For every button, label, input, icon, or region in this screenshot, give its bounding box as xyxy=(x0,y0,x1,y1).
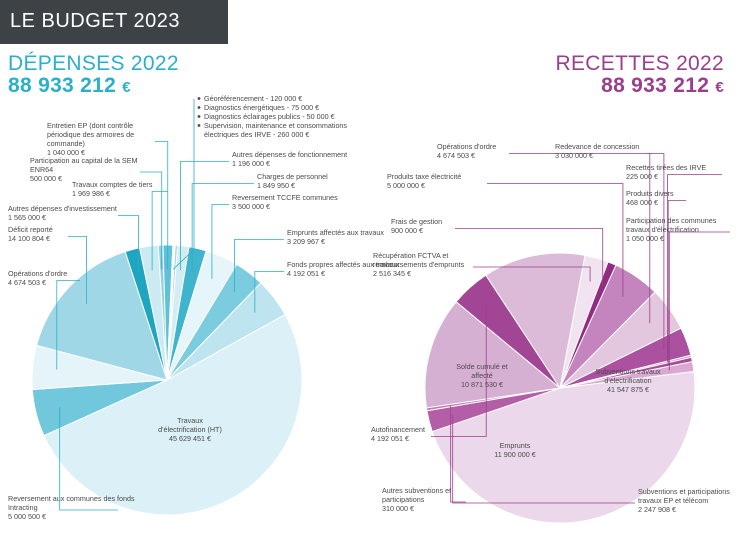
slice-label: Participation des communes travaux d'élec… xyxy=(626,216,717,243)
pie-slice xyxy=(485,252,586,390)
leader-line xyxy=(191,183,254,273)
recettes-total-value: 88 933 212 xyxy=(601,74,710,97)
leader-line xyxy=(473,266,591,282)
slice-label: Travaux d'électrification (HT) 45 629 451 … xyxy=(158,416,222,443)
leader-line xyxy=(56,280,80,370)
slice-label: Subventions travaux d'électrification 41 5… xyxy=(595,367,661,394)
leader-line xyxy=(455,228,604,286)
slice-label: Fonds propres affectés aux travaux 4 192 … xyxy=(287,260,400,278)
slice-label: Opérations d'ordre 4 674 503 € xyxy=(8,269,67,287)
slice-label: Entretien EP (dont contrôle périodique de… xyxy=(47,121,134,157)
leader-line xyxy=(431,305,487,437)
recettes-title: RECETTES 2022 xyxy=(555,52,724,75)
leader-line xyxy=(140,171,163,270)
leader-line xyxy=(151,191,168,271)
slice-label: Autres subventions et participations 310 0… xyxy=(382,486,451,513)
pie-chart-depenses: Travaux d'électrification (HT) 45 629 451 … xyxy=(8,94,400,521)
depenses-total-value: 88 933 212 xyxy=(8,74,117,97)
slice-label: Emprunts affectés aux travaux 3 209 967 € xyxy=(287,228,384,246)
leader-line xyxy=(68,236,87,304)
slice-label: Produits taxe électricité 5 000 000 € xyxy=(387,172,461,190)
pie-chart-recettes: Subventions travaux d'électrification 41 5… xyxy=(371,142,730,524)
leader-line xyxy=(254,271,284,313)
leader-line xyxy=(155,141,169,270)
slice-label: Participation au capital de la SEM ENR64 5… xyxy=(30,156,137,183)
leader-line xyxy=(452,415,635,504)
bullet-label: Diagnostics éclairages publics - 50 000 … xyxy=(204,112,335,121)
slice-label: Charges de personnel 1 849 950 € xyxy=(257,172,328,190)
slice-label: Autres dépenses de fonctionnement 1 196 0… xyxy=(232,150,347,168)
depenses-total: 88 933 212 € xyxy=(8,74,131,98)
banner-title: LE BUDGET 2023 xyxy=(10,10,181,32)
leader-line xyxy=(450,405,466,503)
leader-line xyxy=(180,161,229,271)
leader-line xyxy=(668,231,730,371)
slice-label: Frais de gestion 900 000 € xyxy=(391,217,442,235)
slice-label: Redevance de concession 3 030 000 € xyxy=(555,142,639,160)
slice-label: Déficit reporté 14 100 804 € xyxy=(8,225,53,243)
bullet-label: Diagnostics énergétiques - 75 000 € xyxy=(204,103,319,112)
slice-label: Opérations d'ordre 4 674 503 € xyxy=(437,142,496,160)
bullet-label: Supervision, maintenance et consommation… xyxy=(204,121,347,139)
slice-label: Produits divers 468 000 € xyxy=(626,189,674,207)
slice-label: Reversement TCCFE communes 3 500 000 € xyxy=(232,193,338,211)
slice-label: Autres dépenses d'investissement 1 565 00… xyxy=(8,204,117,222)
depenses-currency: € xyxy=(122,79,131,96)
bullet-dot xyxy=(197,106,201,109)
leader-line xyxy=(211,204,229,279)
slice-label: Reversement aux communes des fonds Intrac… xyxy=(8,494,135,521)
leader-line xyxy=(59,407,118,511)
leader-line xyxy=(487,183,624,297)
pie-slice xyxy=(43,313,303,516)
slice-label: Emprunts 11 900 000 € xyxy=(494,441,535,459)
recettes-total: 88 933 212 € xyxy=(601,74,724,98)
leader-line xyxy=(118,215,139,274)
depenses-title: DÉPENSES 2022 xyxy=(8,52,179,75)
pie-slice xyxy=(35,251,168,381)
bullet-dot xyxy=(197,115,201,118)
slice-label: Travaux comptes de tiers 1 969 986 € xyxy=(72,180,153,198)
bullet-label: Géoréférencement - 120 000 € xyxy=(204,94,302,103)
slice-label: Recettes tirées des IRVE 225 000 € xyxy=(626,163,706,181)
pie-slice xyxy=(559,361,695,389)
leader-line xyxy=(647,153,665,350)
recettes-currency: € xyxy=(715,79,724,96)
leader-line xyxy=(667,174,722,362)
slice-label: Subventions et participations travaux EP … xyxy=(638,487,730,514)
pie-slice xyxy=(166,282,286,381)
leader-line xyxy=(172,99,195,270)
budget-banner: LE BUDGET 2023 xyxy=(0,0,228,44)
slice-label: Récupération FCTVA et remboursements d'em… xyxy=(373,251,465,278)
leader-line xyxy=(234,239,284,293)
leader-line xyxy=(667,200,686,365)
bullet-dot xyxy=(197,97,201,100)
slice-label: Autofinancement 4 192 051 € xyxy=(371,425,425,443)
bullet-dot xyxy=(197,124,201,127)
pie-slice xyxy=(424,301,562,409)
slice-label: Solde cumulé et affecté 10 871 530 € xyxy=(456,362,508,389)
